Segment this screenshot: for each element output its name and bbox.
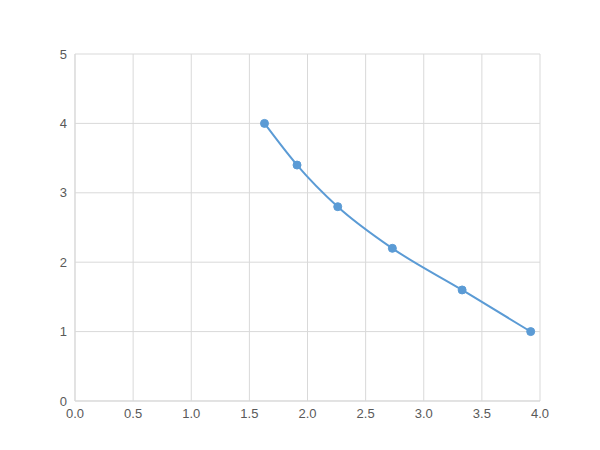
svg-text:4: 4 (60, 116, 67, 131)
svg-text:3.0: 3.0 (415, 406, 433, 421)
svg-text:3: 3 (60, 185, 67, 200)
svg-text:4.0: 4.0 (531, 406, 549, 421)
svg-text:0.0: 0.0 (66, 406, 84, 421)
svg-text:2.5: 2.5 (357, 406, 375, 421)
svg-text:2: 2 (60, 255, 67, 270)
svg-text:1.0: 1.0 (182, 406, 200, 421)
svg-text:0.5: 0.5 (124, 406, 142, 421)
svg-text:0: 0 (60, 394, 67, 409)
svg-text:3.5: 3.5 (473, 406, 491, 421)
svg-text:2.0: 2.0 (298, 406, 316, 421)
svg-text:5: 5 (60, 47, 67, 62)
svg-text:1: 1 (60, 324, 67, 339)
svg-text:1.5: 1.5 (240, 406, 258, 421)
